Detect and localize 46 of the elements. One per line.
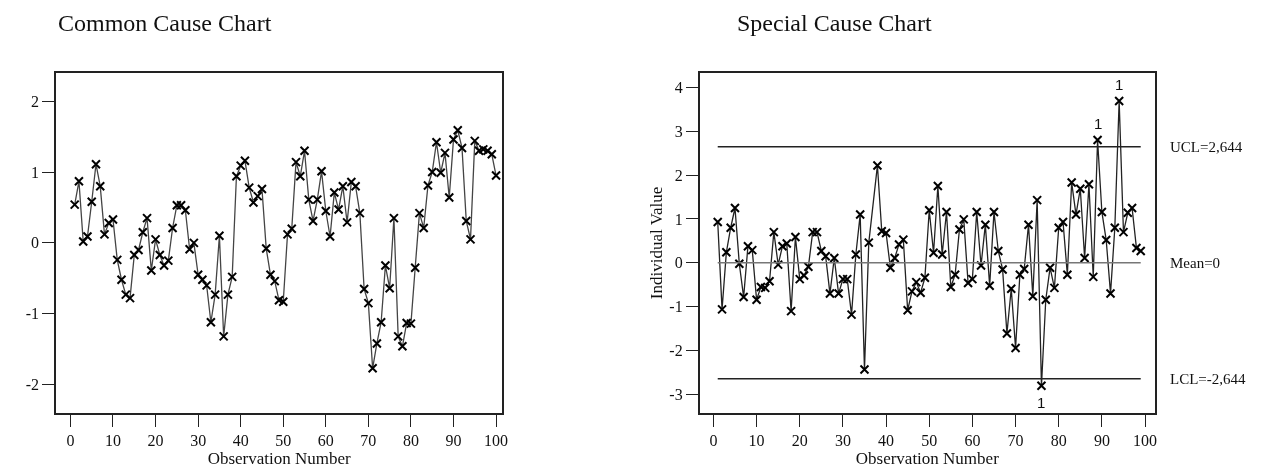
ref-line-label: Mean=0 <box>1170 255 1221 271</box>
x-tick-label: 100 <box>484 431 509 449</box>
y-tick-label: 0 <box>31 234 40 252</box>
ref-line-label: LCL=-2,644 <box>1170 371 1247 387</box>
y-tick-label: 0 <box>674 254 683 272</box>
chart-title: Common Cause Chart <box>58 10 272 36</box>
y-tick-label: 2 <box>674 166 683 184</box>
annotation: 1 <box>1115 76 1124 93</box>
x-tick-label: 40 <box>232 431 249 449</box>
x-tick-label: 40 <box>878 431 895 449</box>
x-tick-label: 30 <box>834 431 851 449</box>
ref-line-label: UCL=2,644 <box>1170 139 1243 155</box>
x-tick-label: 70 <box>360 431 377 449</box>
x-tick-label: 0 <box>66 431 75 449</box>
y-tick-label: 1 <box>31 163 40 181</box>
x-tick-label: 90 <box>445 431 462 449</box>
annotation: 1 <box>1037 394 1046 411</box>
x-tick-label: 80 <box>1050 431 1067 449</box>
x-tick-label: 20 <box>791 431 808 449</box>
y-tick-label: -2 <box>25 376 40 394</box>
chart-title: Special Cause Chart <box>737 10 932 36</box>
x-axis-title: Observation Number <box>207 448 352 468</box>
x-tick-label: 20 <box>147 431 164 449</box>
x-tick-label: 100 <box>1133 431 1158 449</box>
y-tick-label: 2 <box>31 92 40 110</box>
y-tick-label: 3 <box>674 122 683 140</box>
y-axis-title: Individual Value <box>647 186 667 300</box>
y-tick-label: 4 <box>674 78 683 96</box>
x-tick-label: 80 <box>402 431 419 449</box>
y-tick-label: -1 <box>669 298 683 316</box>
y-tick-label: -3 <box>669 386 683 404</box>
annotation: 1 <box>1094 115 1103 132</box>
x-axis-title: Observation Number <box>855 448 1000 468</box>
x-tick-label: 50 <box>275 431 292 449</box>
x-tick-label: 30 <box>190 431 207 449</box>
y-tick-label: -2 <box>669 342 683 360</box>
x-tick-label: 90 <box>1093 431 1110 449</box>
x-tick-label: 70 <box>1007 431 1024 449</box>
x-tick-label: 0 <box>709 431 718 449</box>
x-tick-label: 60 <box>317 431 334 449</box>
y-tick-label: -1 <box>25 305 40 323</box>
x-tick-label: 10 <box>748 431 765 449</box>
x-tick-label: 10 <box>105 431 121 449</box>
x-tick-label: 60 <box>964 431 981 449</box>
x-tick-label: 50 <box>921 431 938 449</box>
y-tick-label: 1 <box>674 210 683 228</box>
